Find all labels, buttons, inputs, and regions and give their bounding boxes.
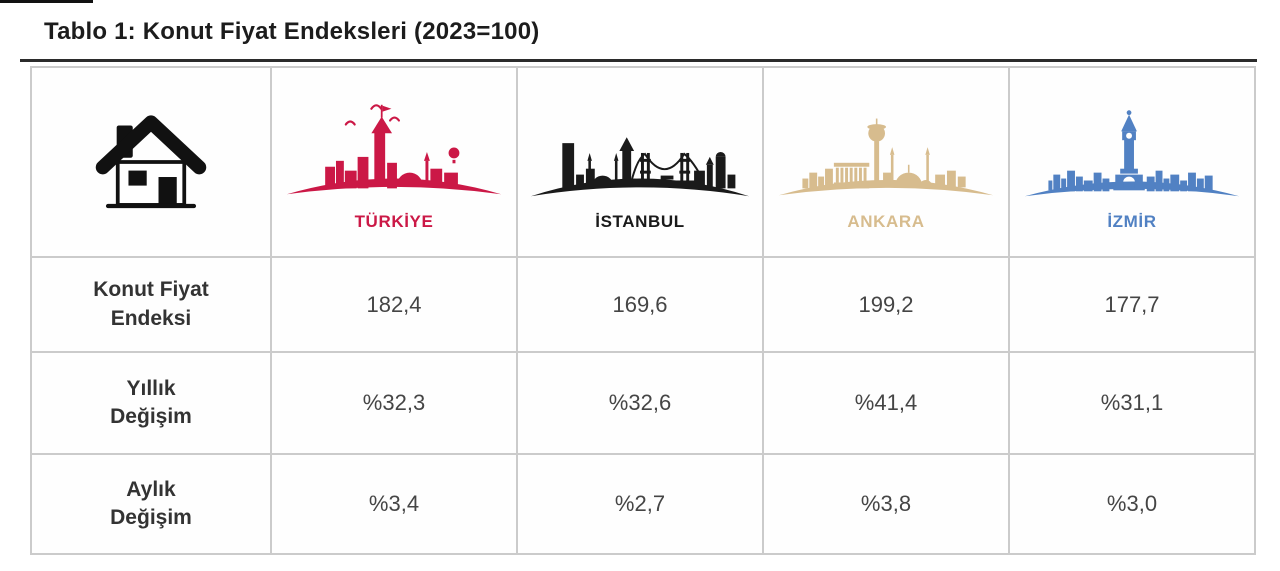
column-label-turkiye: TÜRKİYE (354, 212, 434, 231)
column-header-turkiye: TÜRKİYE (270, 66, 518, 258)
cropped-rule-fragment (0, 0, 93, 3)
corner-cell (30, 66, 272, 258)
cell-aylik-ankara: %3,8 (762, 453, 1010, 555)
cell-value: %31,1 (1100, 390, 1164, 415)
cell-value: %32,3 (362, 390, 426, 415)
cell-value: %3,0 (1106, 491, 1158, 516)
cell-yillik-istanbul: %32,6 (516, 351, 764, 455)
column-label-izmir: İZMİR (1107, 212, 1157, 231)
row-label-line: Endeksi (110, 306, 192, 330)
cell-value: %3,4 (368, 491, 420, 516)
row-label-line: Aylık (126, 477, 176, 501)
column-header-izmir: İZMİR (1008, 66, 1256, 258)
column-header-istanbul: İSTANBUL (516, 66, 764, 258)
cell-endeks-istanbul: 169,6 (516, 256, 764, 353)
cell-aylik-izmir: %3,0 (1008, 453, 1256, 555)
table-row-aylik-degisim: Aylık Değişim %3,4 %2,7 %3,8 %3,0 (30, 453, 1256, 555)
istanbul-skyline-icon (526, 92, 754, 210)
cell-value: 182,4 (366, 291, 422, 317)
cell-value: 199,2 (858, 291, 914, 317)
cell-aylik-turkiye: %3,4 (270, 453, 518, 555)
row-label-line: Yıllık (126, 376, 176, 400)
page-title: Tablo 1: Konut Fiyat Endeksleri (2023=10… (44, 18, 540, 45)
cell-value: %3,8 (860, 491, 912, 516)
ankara-skyline-icon (772, 92, 1000, 210)
cell-value: 169,6 (612, 291, 668, 317)
cell-yillik-izmir: %31,1 (1008, 351, 1256, 455)
column-header-ankara: ANKARA (762, 66, 1010, 258)
column-label-istanbul: İSTANBUL (595, 212, 685, 231)
cell-value: %32,6 (608, 390, 672, 415)
row-label-line: Konut Fiyat (93, 278, 209, 302)
table-row-yillik-degisim: Yıllık Değişim %32,3 %32,6 %41,4 %31,1 (30, 351, 1256, 455)
cell-endeks-izmir: 177,7 (1008, 256, 1256, 353)
izmir-skyline-icon (1018, 92, 1246, 210)
cell-value: %2,7 (614, 491, 666, 516)
house-icon (32, 106, 270, 218)
row-label-line: Değişim (110, 506, 192, 529)
table-header-row: TÜRKİYE (30, 66, 1256, 258)
cell-endeks-ankara: 199,2 (762, 256, 1010, 353)
cell-endeks-turkiye: 182,4 (270, 256, 518, 353)
cell-yillik-ankara: %41,4 (762, 351, 1010, 455)
row-label-cell: Aylık Değişim (30, 453, 272, 555)
housing-price-index-table: TÜRKİYE (30, 66, 1256, 555)
cell-value: %41,4 (854, 390, 918, 415)
column-label-ankara: ANKARA (847, 212, 925, 231)
row-label-cell: Konut Fiyat Endeksi (30, 256, 272, 353)
turkiye-skyline-icon (280, 92, 508, 210)
title-rule (20, 59, 1257, 62)
cell-value: 177,7 (1104, 291, 1160, 317)
row-label-line: Değişim (110, 405, 192, 428)
cell-aylik-istanbul: %2,7 (516, 453, 764, 555)
row-label-cell: Yıllık Değişim (30, 351, 272, 455)
cell-yillik-turkiye: %32,3 (270, 351, 518, 455)
table-row-konut-fiyat-endeksi: Konut Fiyat Endeksi 182,4 169,6 199,2 17… (30, 256, 1256, 353)
